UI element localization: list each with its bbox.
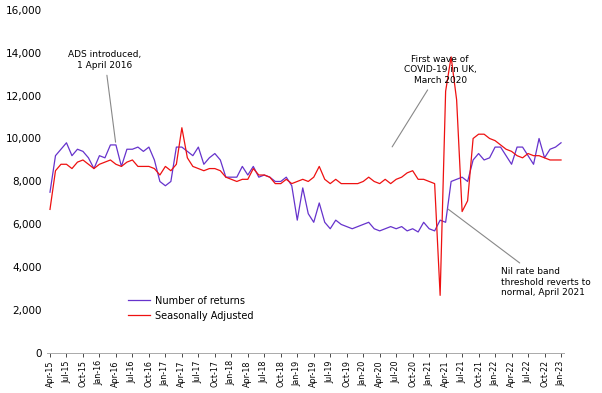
Text: Nil rate band
threshold reverts to
normal, April 2021: Nil rate band threshold reverts to norma… [448, 209, 591, 297]
Number of returns [244, 173, 252, 177]
Number of returns [354, 224, 361, 229]
Number of returns [557, 140, 565, 145]
Line: Number of returns: Number of returns [50, 138, 561, 232]
Line: Seasonally Adjusted: Seasonally Adjusted [50, 57, 561, 296]
Seasonally Adjusted [261, 173, 268, 177]
Number of returns [178, 145, 185, 149]
Text: First wave of
COVID-19 in UK,
March 2020: First wave of COVID-19 in UK, March 2020 [392, 55, 477, 147]
Legend: Number of returns, Seasonally Adjusted: Number of returns, Seasonally Adjusted [125, 292, 257, 325]
Number of returns [134, 145, 141, 149]
Seasonally Adjusted [436, 293, 444, 298]
Seasonally Adjusted [447, 55, 455, 59]
Seasonally Adjusted [557, 158, 565, 162]
Seasonally Adjusted [431, 181, 438, 186]
Seasonally Adjusted [354, 181, 361, 186]
Number of returns [46, 190, 54, 195]
Number of returns [436, 218, 444, 222]
Number of returns [261, 173, 268, 177]
Number of returns [535, 136, 542, 141]
Seasonally Adjusted [244, 177, 252, 182]
Text: ADS introduced,
1 April 2016: ADS introduced, 1 April 2016 [68, 50, 141, 142]
Number of returns [415, 230, 422, 234]
Seasonally Adjusted [46, 207, 54, 212]
Seasonally Adjusted [134, 164, 141, 169]
Seasonally Adjusted [178, 125, 185, 130]
